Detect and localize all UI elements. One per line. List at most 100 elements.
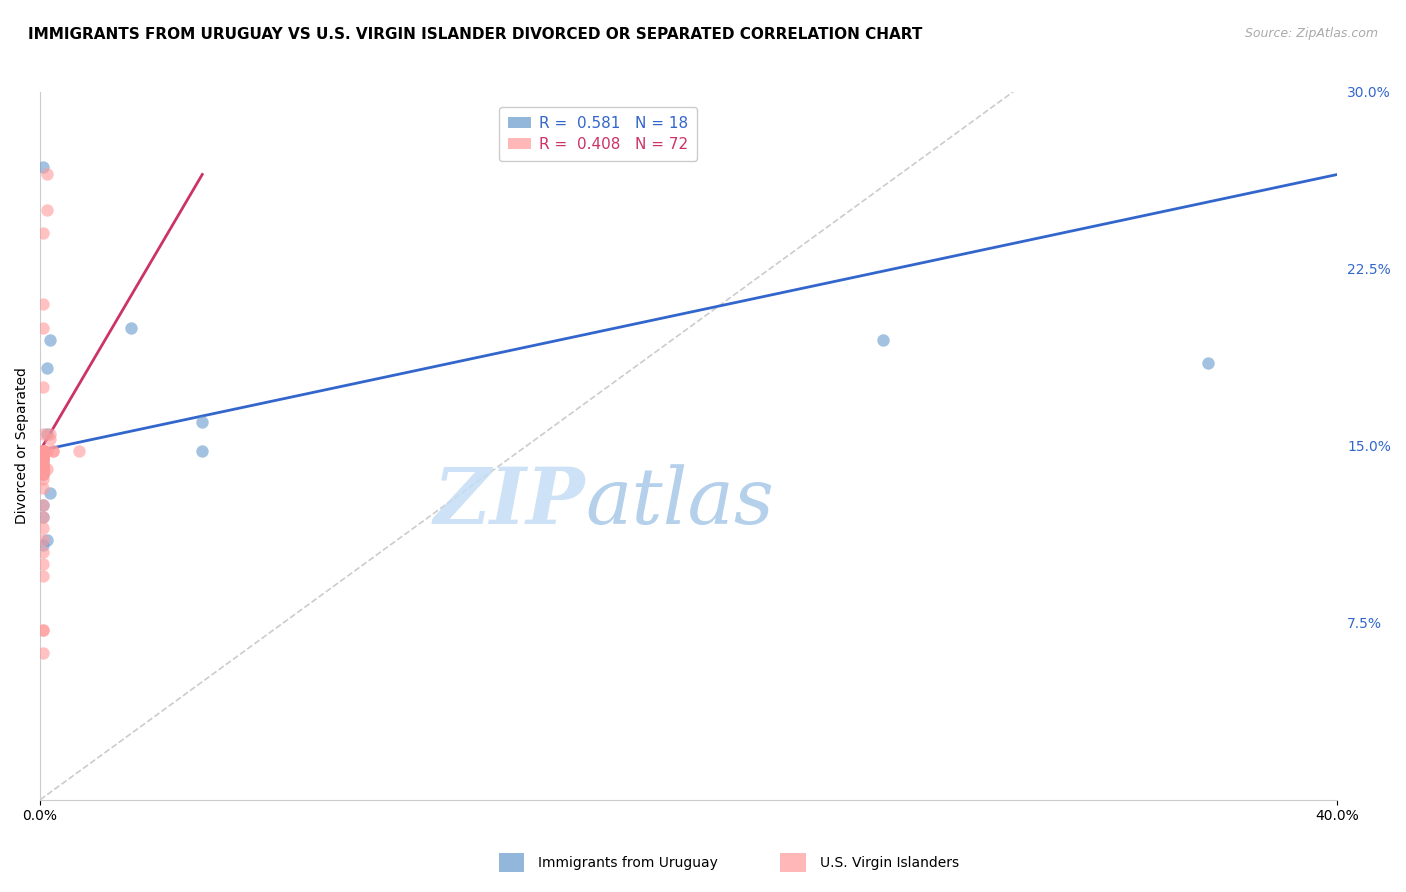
Point <box>32 458 55 472</box>
Point <box>35 360 58 375</box>
Text: IMMIGRANTS FROM URUGUAY VS U.S. VIRGIN ISLANDER DIVORCED OR SEPARATED CORRELATIO: IMMIGRANTS FROM URUGUAY VS U.S. VIRGIN I… <box>28 27 922 42</box>
Point <box>32 443 55 458</box>
Point <box>32 568 55 582</box>
Point <box>32 450 55 465</box>
Point <box>35 202 58 217</box>
Text: atlas: atlas <box>585 464 773 541</box>
Point <box>32 450 55 465</box>
Point <box>35 427 58 442</box>
Point <box>32 443 55 458</box>
Point <box>32 380 55 394</box>
Point <box>32 462 55 476</box>
Text: U.S. Virgin Islanders: U.S. Virgin Islanders <box>820 856 959 871</box>
Text: Immigrants from Uruguay: Immigrants from Uruguay <box>538 856 718 871</box>
Point <box>35 533 58 548</box>
Bar <box>499 853 524 872</box>
Text: Source: ZipAtlas.com: Source: ZipAtlas.com <box>1244 27 1378 40</box>
Point <box>35 168 58 182</box>
Point <box>120 321 142 335</box>
Point <box>191 415 214 429</box>
Point <box>191 443 214 458</box>
Point <box>32 443 55 458</box>
Point <box>38 427 60 442</box>
Point <box>32 450 55 465</box>
Point <box>32 498 55 512</box>
Y-axis label: Divorced or Separated: Divorced or Separated <box>15 368 30 524</box>
Point <box>32 467 55 482</box>
Point <box>32 227 55 241</box>
Point <box>32 462 55 476</box>
Point <box>32 538 55 552</box>
Text: ZIP: ZIP <box>433 464 585 541</box>
Point <box>32 443 55 458</box>
Point <box>32 462 55 476</box>
Point <box>32 521 55 535</box>
Point <box>32 509 55 524</box>
Point <box>32 443 55 458</box>
Point <box>38 333 60 347</box>
Point <box>872 333 894 347</box>
Point <box>32 462 55 476</box>
Point <box>32 462 55 476</box>
Point <box>32 443 55 458</box>
Point <box>32 481 55 495</box>
Point <box>32 467 55 482</box>
Point <box>32 458 55 472</box>
Point <box>35 462 58 476</box>
Point <box>67 443 90 458</box>
Legend: R =  0.581   N = 18, R =  0.408   N = 72: R = 0.581 N = 18, R = 0.408 N = 72 <box>499 106 697 161</box>
Point <box>32 467 55 482</box>
Point <box>42 443 65 458</box>
Point <box>1197 356 1219 370</box>
Point <box>32 545 55 559</box>
Point <box>32 623 55 637</box>
Point <box>32 533 55 548</box>
Point <box>32 557 55 571</box>
Point <box>32 472 55 486</box>
Bar <box>780 853 806 872</box>
Point <box>38 486 60 500</box>
Point <box>32 321 55 335</box>
Point <box>32 450 55 465</box>
Point <box>32 443 55 458</box>
Point <box>32 462 55 476</box>
Point <box>32 427 55 442</box>
Point <box>32 467 55 482</box>
Point <box>32 460 55 475</box>
Point <box>32 455 55 469</box>
Point <box>32 297 55 311</box>
Point <box>32 462 55 476</box>
Point <box>32 450 55 465</box>
Point <box>35 443 58 458</box>
Point <box>32 443 55 458</box>
Point <box>32 455 55 469</box>
Point <box>32 647 55 661</box>
Point <box>32 443 55 458</box>
Point <box>32 443 55 458</box>
Point <box>42 443 65 458</box>
Point <box>32 462 55 476</box>
Point <box>32 443 55 458</box>
Point <box>32 623 55 637</box>
Point <box>32 462 55 476</box>
Point <box>32 462 55 476</box>
Point <box>32 462 55 476</box>
Point <box>32 498 55 512</box>
Point <box>32 443 55 458</box>
Point <box>32 450 55 465</box>
Point <box>32 161 55 175</box>
Point <box>32 443 55 458</box>
Point <box>32 462 55 476</box>
Point <box>32 450 55 465</box>
Point <box>32 462 55 476</box>
Point <box>32 462 55 476</box>
Point <box>32 443 55 458</box>
Point <box>32 443 55 458</box>
Point <box>32 458 55 472</box>
Point <box>38 432 60 446</box>
Point <box>32 462 55 476</box>
Point <box>32 462 55 476</box>
Point <box>32 509 55 524</box>
Point <box>32 462 55 476</box>
Point <box>32 450 55 465</box>
